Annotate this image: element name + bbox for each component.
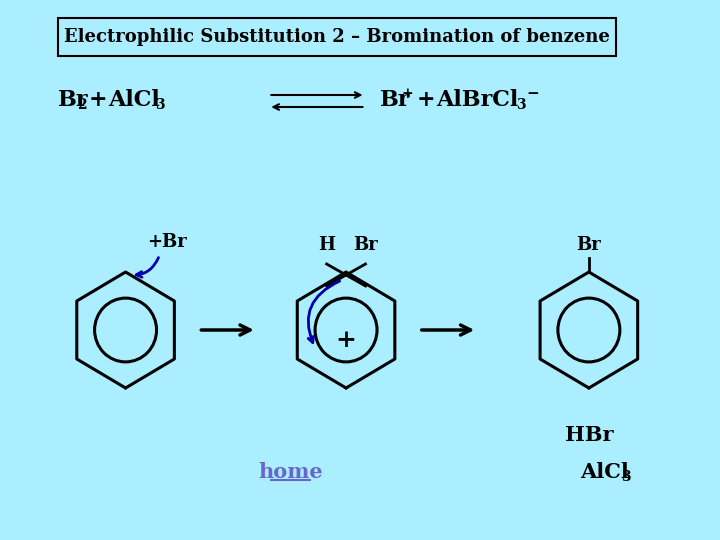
Text: Br: Br [58, 89, 88, 111]
Text: +: + [89, 89, 107, 111]
Text: 2: 2 [77, 98, 86, 112]
Text: +: + [336, 328, 356, 352]
Text: Br: Br [353, 236, 378, 254]
Text: home: home [258, 462, 323, 482]
Text: H: H [318, 236, 335, 254]
Text: Br: Br [380, 89, 410, 111]
Text: +Br: +Br [147, 233, 186, 251]
Text: +: + [417, 89, 436, 111]
Text: −: − [527, 87, 539, 101]
Text: Br: Br [577, 236, 601, 254]
Text: 3: 3 [155, 98, 164, 112]
Text: 3: 3 [516, 98, 526, 112]
Text: AlCl: AlCl [580, 462, 629, 482]
Text: +: + [402, 87, 413, 101]
Text: HBr: HBr [564, 425, 613, 445]
FancyBboxPatch shape [58, 18, 616, 56]
Text: 3: 3 [621, 470, 631, 484]
Text: Electrophilic Substitution 2 – Bromination of benzene: Electrophilic Substitution 2 – Brominati… [64, 28, 610, 46]
Text: AlBrCl: AlBrCl [436, 89, 518, 111]
Text: AlCl: AlCl [108, 89, 160, 111]
